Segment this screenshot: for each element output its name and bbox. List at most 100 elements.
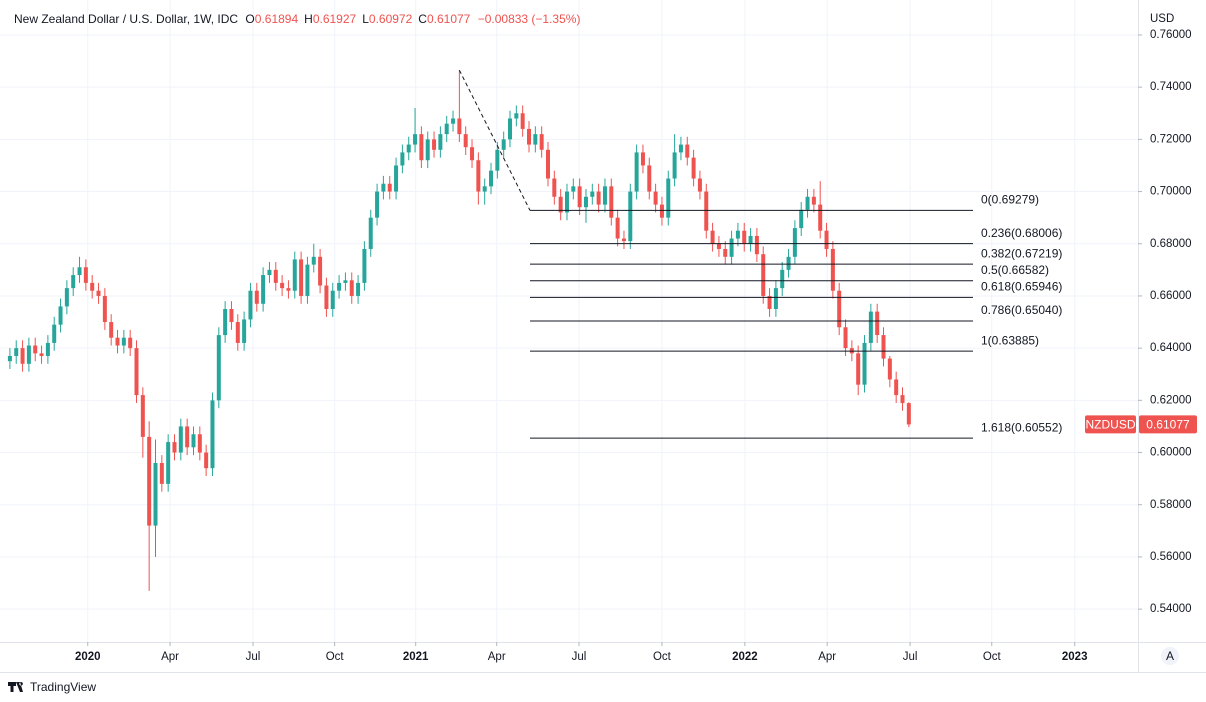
x-tick-label: 2022	[732, 651, 758, 663]
candle-body	[96, 290, 101, 296]
ohlc-key: H	[304, 12, 313, 26]
candle-body	[596, 191, 601, 205]
candle-body	[894, 379, 899, 396]
x-tick-label: Apr	[161, 651, 179, 663]
candle-body	[666, 178, 671, 218]
fib-label: 0.5(0.66582)	[981, 263, 1049, 277]
candle-body	[811, 196, 816, 205]
candle-body	[356, 282, 361, 296]
candle-body	[621, 238, 626, 242]
candle-body	[685, 144, 690, 158]
candle-body	[172, 442, 177, 453]
candle-body	[767, 295, 772, 309]
candle-body	[564, 191, 569, 213]
x-tick-label: 2020	[75, 651, 101, 663]
candle-body	[482, 186, 487, 192]
y-tick-label: 0.64000	[1150, 342, 1192, 354]
candle-body	[653, 191, 658, 205]
candle-body	[824, 230, 829, 249]
candle-body	[204, 452, 209, 469]
candle-body	[527, 128, 532, 145]
candle-body	[444, 123, 449, 135]
candle-body	[818, 204, 823, 231]
ohlc: O0.61894 H0.61927 L0.60972 C0.61077	[245, 12, 470, 26]
candle-body	[330, 290, 335, 309]
candle-body	[476, 160, 481, 192]
candle-body	[242, 319, 247, 343]
candle-body	[735, 230, 740, 239]
candle-body	[729, 238, 734, 257]
auto-scale-label[interactable]: A	[1166, 649, 1174, 663]
y-tick-label: 0.56000	[1150, 551, 1192, 563]
auto-scale-button[interactable]	[1161, 647, 1179, 665]
x-tick-label: 2021	[403, 651, 429, 663]
candle-body	[792, 228, 797, 257]
brand: TradingView	[30, 680, 96, 694]
candle-body	[678, 144, 683, 153]
candle-body	[140, 395, 145, 437]
fib-label: 0.236(0.68006)	[981, 226, 1062, 240]
candle-body	[539, 134, 544, 150]
candle-body	[862, 342, 867, 385]
candle-body	[552, 178, 557, 197]
candle-body	[147, 436, 152, 526]
x-tick-label: Oct	[983, 651, 1002, 663]
candle-body	[710, 230, 715, 244]
candle-body	[419, 134, 424, 161]
y-tick-label: 0.74000	[1150, 81, 1192, 93]
ohlc-key: C	[418, 12, 427, 26]
fib-label: 1(0.63885)	[981, 333, 1039, 347]
ohlc-value: 0.61927	[313, 12, 357, 26]
candle-body	[102, 295, 107, 323]
candle-body	[197, 434, 202, 453]
candle-body	[438, 134, 443, 150]
candle-body	[577, 186, 582, 208]
candle-body	[64, 288, 69, 307]
y-tick-label: 0.66000	[1150, 290, 1192, 302]
candle-body	[659, 204, 664, 218]
candle-body	[77, 267, 82, 276]
y-tick-label: 0.58000	[1150, 499, 1192, 511]
candle-body	[761, 254, 766, 296]
x-tick-label: Oct	[326, 651, 345, 663]
plot: 0(0.69279) 0.236(0.68006) 0.382(0.67219) 0.…	[7, 69, 1062, 591]
candle-body	[216, 335, 221, 401]
candle-body	[501, 139, 506, 150]
candle-body	[33, 345, 38, 354]
candle-body	[273, 269, 278, 283]
candle-body	[90, 282, 95, 291]
fib-label: 0.618(0.65946)	[981, 280, 1062, 294]
currency-label: USD	[1150, 13, 1174, 25]
candle-body	[881, 335, 886, 359]
candle-body	[780, 269, 785, 289]
tv-logo	[8, 682, 23, 692]
candle-body	[640, 152, 645, 166]
candle-body	[470, 147, 475, 161]
candle-body	[52, 324, 57, 343]
candle-body	[602, 186, 607, 205]
candle-body	[267, 269, 272, 276]
symbol-tag	[1085, 415, 1136, 434]
candle-body	[261, 275, 266, 304]
candle-body	[463, 134, 468, 148]
ohlc-value: 0.61077	[427, 12, 471, 26]
candle-body	[672, 152, 677, 179]
candle-body	[887, 358, 892, 380]
candle-body	[286, 288, 291, 291]
candle-body	[178, 426, 183, 453]
candle-body	[337, 282, 342, 291]
candle-body	[235, 322, 240, 343]
candle-body	[343, 280, 348, 283]
candle-body	[153, 462, 158, 526]
candle-body	[545, 149, 550, 179]
y-tick-label: 0.62000	[1150, 394, 1192, 406]
ohlc-key: O	[245, 12, 254, 26]
candle-body	[609, 186, 614, 218]
fib-label: 0(0.69279)	[981, 193, 1039, 207]
candle-body	[900, 395, 905, 404]
candle-body	[292, 259, 297, 291]
candle-body	[647, 165, 652, 192]
candle-body	[875, 311, 880, 336]
fib-label: 0.786(0.65040)	[981, 303, 1062, 317]
